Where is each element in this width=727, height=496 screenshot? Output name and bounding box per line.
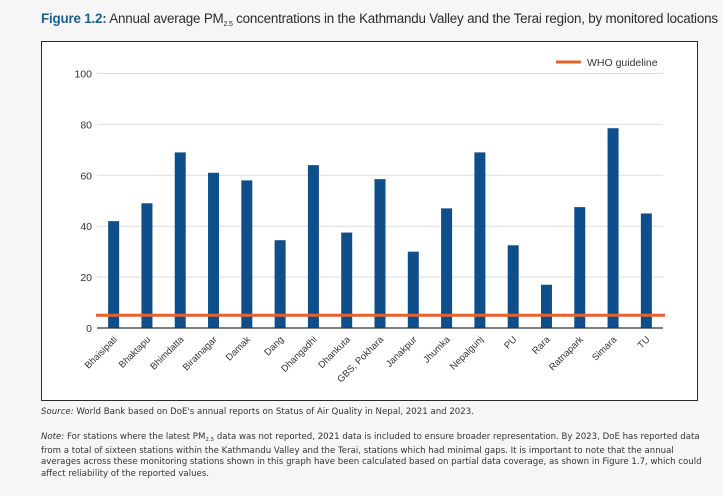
source-label: Source: <box>41 407 74 417</box>
y-tick-label: 0 <box>86 323 92 335</box>
bar-nepalgunj <box>474 152 486 328</box>
x-tick-label: Bhaisipati <box>83 334 120 371</box>
x-tick-label: Rara <box>530 334 553 357</box>
bar-ratnapark <box>574 207 586 328</box>
note-text-rest: data was not reported, 2021 data is incl… <box>41 432 702 479</box>
x-tick-label: Biratnagar <box>181 334 220 373</box>
bar-jhumka <box>441 208 453 328</box>
bar-dang <box>274 240 286 328</box>
bar-simara <box>607 128 619 328</box>
bar-janakpur <box>407 251 419 328</box>
x-tick-label: Janakpur <box>384 334 419 369</box>
note-subscript: 2.5 <box>205 437 215 443</box>
bar-dhankuta <box>341 232 353 328</box>
x-tick-label: TU <box>636 334 653 351</box>
bar-bhimdatta <box>174 152 186 328</box>
source-note: Source: World Bank based on DoE's annual… <box>41 407 721 418</box>
x-tick-label: Damak <box>224 334 253 363</box>
figure-title-text-rest: concentrations in the Kathmandu Valley a… <box>232 11 718 26</box>
figure-title: Figure 1.2: Annual average PM2.5 concent… <box>41 11 721 28</box>
y-tick-label: 80 <box>80 119 92 131</box>
legend-who-label: WHO guideline <box>587 57 658 69</box>
y-tick-label: 40 <box>80 221 92 233</box>
x-tick-label: Nepalgunj <box>448 334 486 372</box>
bar-gbs-pokhara <box>374 179 386 328</box>
source-text: World Bank based on DoE's annual reports… <box>73 407 474 417</box>
y-tick-label: 60 <box>80 170 92 182</box>
bar-damak <box>241 180 253 328</box>
x-tick-label: Ratnapark <box>547 334 586 373</box>
bar-bhaisipati <box>108 221 120 328</box>
bar-tu <box>640 213 652 328</box>
bar-bhaktapu <box>141 203 153 328</box>
x-tick-label: Simara <box>590 334 620 364</box>
x-tick-label: Dang <box>262 334 286 358</box>
note-label: Note: <box>41 432 65 442</box>
figure-title-subscript: 2.5 <box>223 21 233 28</box>
x-tick-label: PU <box>502 334 519 351</box>
y-tick-label: 100 <box>74 69 92 81</box>
footnote: Note: For stations where the latest PM2.… <box>41 432 711 480</box>
bar-pu <box>507 245 519 328</box>
bar-chart: 0 20 40 60 80 100 BhaisipatiBhaktapuBhimdatta… <box>74 57 665 385</box>
x-tick-label: Jhumka <box>421 334 453 366</box>
x-tick-label: Dhangadhi <box>279 334 319 374</box>
note-text: For stations where the latest PM <box>64 432 206 442</box>
figure-label: Figure 1.2: <box>41 11 107 26</box>
bar-rara <box>540 284 552 328</box>
y-axis-ticks: 0 20 40 60 80 100 <box>74 69 92 336</box>
y-tick-label: 20 <box>80 272 92 284</box>
bar-biratnagar <box>208 172 220 328</box>
figure-title-text: Annual average PM <box>109 11 224 26</box>
legend: WHO guideline <box>556 57 658 69</box>
bars <box>108 128 652 328</box>
bar-dhangadhi <box>307 165 319 328</box>
